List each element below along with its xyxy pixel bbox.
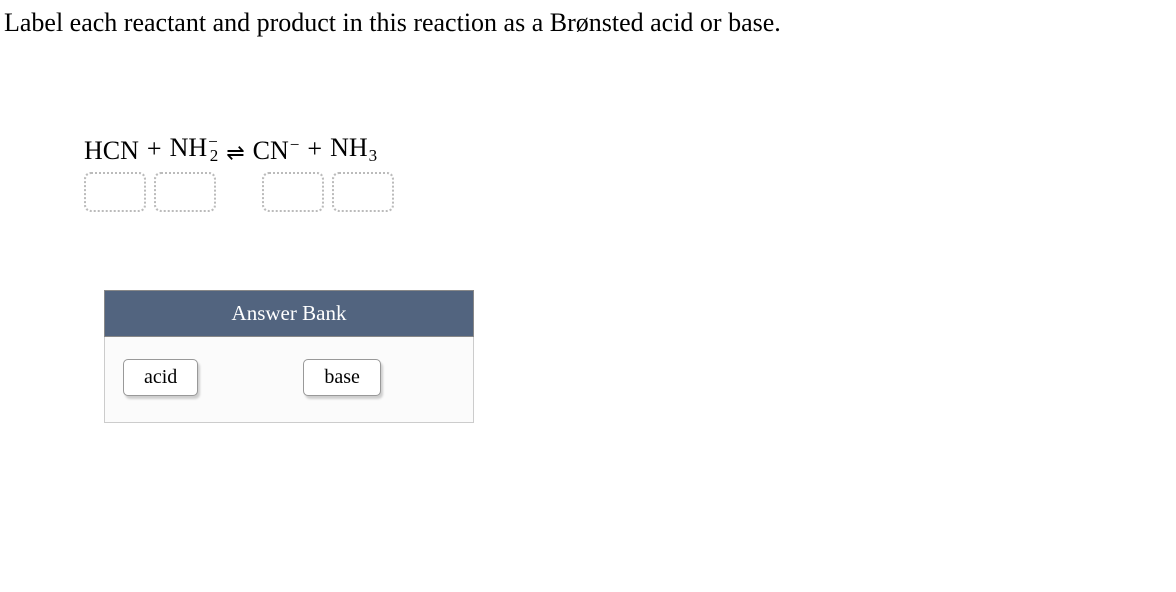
- drop-zone-cnminus[interactable]: [262, 172, 324, 212]
- answer-bank: Answer Bank acid base: [104, 290, 474, 423]
- equation-row: HCN + NH − 2 ⇌ CN − + NH 3: [84, 128, 1168, 164]
- species-nh3-base: NH: [330, 135, 368, 161]
- species-nh2minus: NH − 2: [170, 135, 219, 164]
- drop-spacer: [224, 172, 262, 212]
- tile-acid[interactable]: acid: [123, 359, 198, 396]
- drop-zone-hcn[interactable]: [84, 172, 146, 212]
- tile-base[interactable]: base: [303, 359, 381, 396]
- plus-operator-2: +: [307, 134, 322, 164]
- species-hcn-base: HCN: [84, 138, 139, 164]
- species-nh3: NH 3: [330, 135, 377, 164]
- equilibrium-arrow-icon: ⇌: [226, 142, 244, 164]
- species-cn-base: CN: [253, 138, 289, 164]
- species-cnminus: CN −: [253, 138, 300, 164]
- equation-area: HCN + NH − 2 ⇌ CN − + NH 3: [84, 128, 1168, 212]
- species-hcn: HCN: [84, 138, 139, 164]
- species-nh2-base: NH: [170, 135, 208, 161]
- drop-zone-nh2minus[interactable]: [154, 172, 216, 212]
- species-nh3-sub: 3: [369, 147, 378, 164]
- species-cn-sup: −: [290, 136, 300, 153]
- plus-operator-1: +: [147, 134, 162, 164]
- drop-zone-nh3[interactable]: [332, 172, 394, 212]
- answer-bank-body: acid base: [104, 337, 474, 423]
- instruction-text: Label each reactant and product in this …: [4, 8, 1168, 38]
- drop-zones-row: [84, 172, 1168, 212]
- species-nh2-sub: 2: [210, 147, 219, 164]
- answer-bank-header: Answer Bank: [104, 290, 474, 337]
